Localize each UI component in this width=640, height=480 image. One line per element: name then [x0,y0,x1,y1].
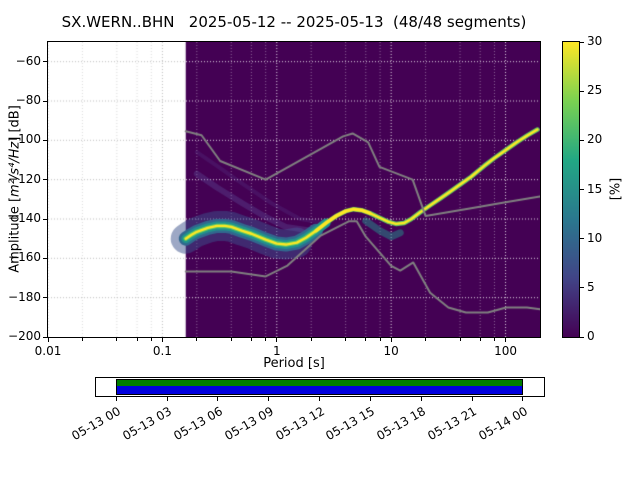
timeline-coverage [116,379,523,395]
timeline-tick-label: 05-13 15 [323,404,378,444]
timeline-tick [471,397,473,401]
timeline-tick-label: 05-14 00 [476,404,530,444]
timeline-tick [217,397,219,401]
x-minor-tick [425,338,427,341]
timeline-tick [369,397,371,401]
x-minor-tick [459,338,461,341]
x-tick-label: 100 [494,344,518,358]
x-minor-tick [493,338,495,341]
y-tick [43,179,47,181]
y-tick-label: −200 [8,329,41,343]
colorbar-tick [580,238,584,240]
y-tick-label: −120 [8,171,41,186]
timeline-tick-label: 05-13 21 [425,404,480,444]
x-tick [276,338,278,342]
colorbar-tick [580,189,584,190]
timeline-coverage-band [117,380,522,387]
x-minor-tick [196,338,198,341]
x-minor-tick [230,338,232,341]
colorbar [562,41,580,338]
y-tick [43,218,47,220]
x-tick [47,338,49,342]
timeline-tick-label: 05-13 12 [272,404,327,444]
timeline-tick-label: 05-13 06 [171,404,225,444]
timeline-tick-label: 05-13 03 [120,404,174,444]
x-minor-tick [379,338,381,341]
x-tick [390,338,392,342]
y-tick [43,297,47,299]
timeline-tick [115,397,117,401]
y-axis-label: Amplitude [m²/s⁴/Hz] [dB] [8,105,23,273]
colorbar-tick-label: 25 [587,83,603,98]
timeline-tick-label: 05-13 09 [221,404,276,444]
x-minor-tick [265,338,267,341]
timeline-tick [522,397,524,401]
colorbar-tick [580,41,584,43]
y-tick [43,61,47,63]
timeline-tick [268,397,270,401]
colorbar-tick-label: 15 [587,181,603,196]
x-minor-tick [479,338,481,341]
colorbar-label: [%] [608,177,624,201]
x-minor-tick [136,338,138,341]
x-minor-tick [116,338,118,341]
x-axis-label: Period [s] [263,356,325,371]
x-minor-tick [365,338,367,341]
colorbar-tick-label: 20 [587,132,603,147]
ppsd-heatmap-canvas [48,42,540,337]
x-tick [161,338,163,342]
colorbar-tick [580,287,584,289]
timeline-tick [420,397,422,401]
y-tick [43,336,47,338]
timeline-coverage-band [117,386,522,394]
x-tick [505,338,507,342]
colorbar-tick [580,90,584,92]
y-tick-label: −60 [15,53,41,68]
timeline-tick-label: 05-13 18 [374,404,429,444]
plot-title: SX.WERN..BHN 2025-05-12 -- 2025-05-13 (4… [61,13,527,31]
x-minor-tick [150,338,152,341]
y-tick-label: −140 [8,211,41,225]
x-tick-label: 1 [272,344,281,358]
y-tick [43,139,47,141]
y-tick [43,100,47,102]
colorbar-tick-label: 30 [587,34,603,48]
colorbar-tick [580,336,584,338]
colorbar-tick-label: 0 [587,329,595,343]
colorbar-tick [580,139,584,141]
x-tick-label: 0.1 [152,344,172,358]
timeline-tick [166,397,168,401]
y-tick-label: −100 [8,132,41,147]
x-minor-tick [81,338,83,341]
x-tick-label: 10 [383,344,399,358]
x-minor-tick [250,338,252,341]
y-tick-label: −180 [8,289,41,304]
y-tick-label: −80 [15,93,41,107]
x-minor-tick [345,338,347,341]
y-axis-label-math: m²/s⁴/Hz [7,141,23,197]
x-tick-label: 0.01 [34,344,62,358]
colorbar-tick-label: 10 [587,230,603,245]
timeline-tick-label: 05-13 00 [69,404,124,444]
colorbar-tick-label: 5 [587,279,595,294]
timeline-tick [319,397,321,401]
y-tick [43,257,47,259]
x-minor-tick [310,338,312,341]
y-tick-label: −160 [8,250,41,265]
